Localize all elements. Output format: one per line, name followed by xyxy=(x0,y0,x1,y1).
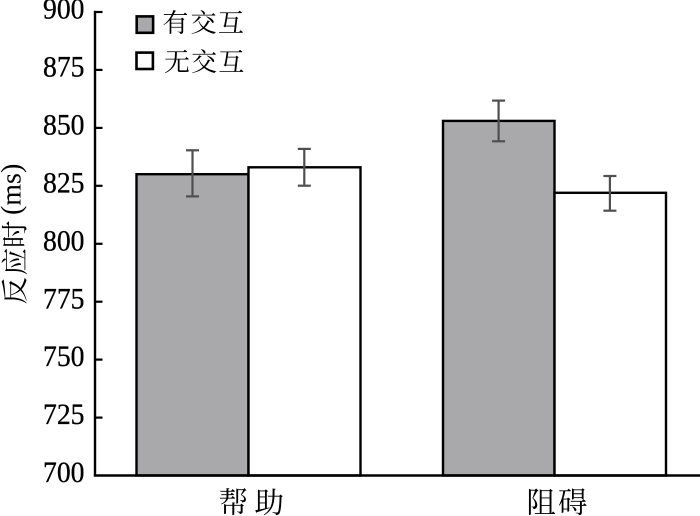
svg-text:775: 775 xyxy=(43,282,85,315)
svg-text:750: 750 xyxy=(43,340,85,373)
svg-text:825: 825 xyxy=(43,166,85,199)
svg-text:800: 800 xyxy=(43,224,85,257)
svg-text:(ms): (ms) xyxy=(0,164,28,215)
svg-text:700: 700 xyxy=(43,456,85,489)
svg-text:850: 850 xyxy=(43,109,85,142)
svg-text:900: 900 xyxy=(43,0,85,26)
svg-text:875: 875 xyxy=(43,51,85,84)
svg-text:725: 725 xyxy=(43,398,85,431)
